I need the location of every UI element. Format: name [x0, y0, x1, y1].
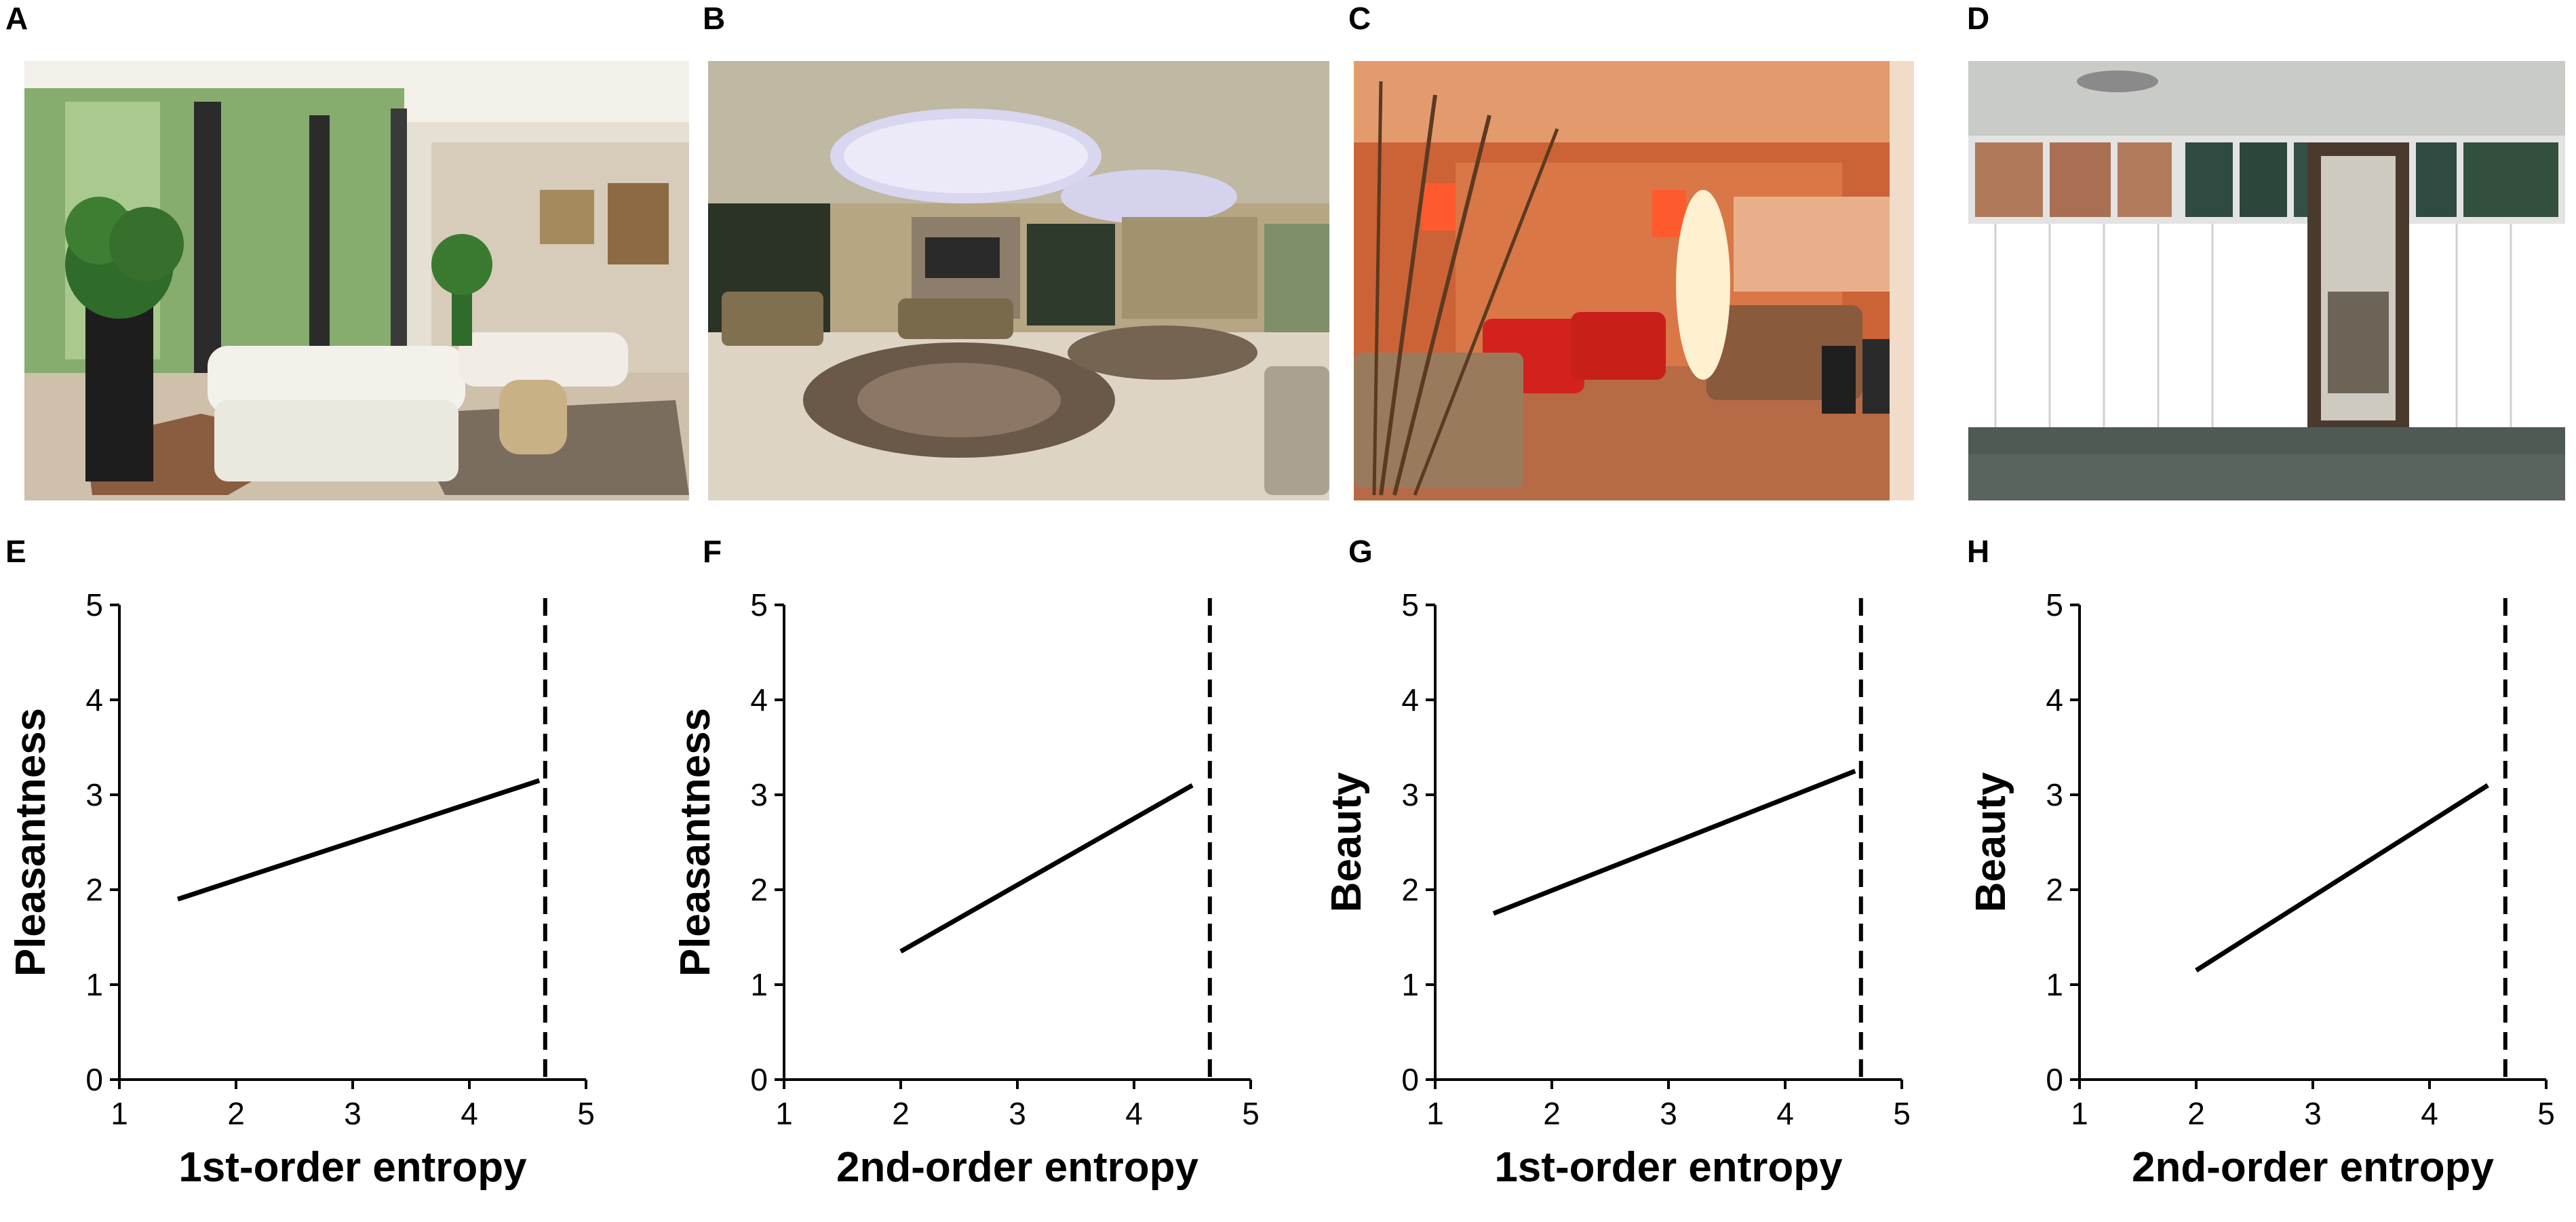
- trend-line-f: [899, 783, 1194, 954]
- panel-label-f: F: [703, 534, 722, 569]
- x-tick-label-g: 1: [1426, 1096, 1444, 1131]
- y-tick-label-f: 5: [750, 587, 768, 623]
- scatter-plot-h: 0 1 2 3 4 5 1 2 3 4 5 2nd-order entropy Beauty: [1960, 583, 2576, 1222]
- x-tick-label-f: 4: [1125, 1096, 1143, 1131]
- x-tick-label-e: 1: [111, 1096, 128, 1131]
- y-axis-title-e: Pleasantness: [7, 708, 54, 977]
- x-tick-label-h: 2: [2187, 1096, 2205, 1131]
- y-axis-title-h: Beauty: [1968, 772, 2014, 912]
- y-tick-label-g: 5: [1401, 587, 1419, 623]
- y-tick-label-e: 4: [85, 682, 103, 717]
- photo-a-living-room: [24, 61, 689, 500]
- x-tick-label-e: 4: [461, 1096, 478, 1131]
- x-tick-label-g: 3: [1660, 1096, 1677, 1131]
- y-tick-label-e: 0: [85, 1062, 103, 1097]
- x-axis-title-g: 1st-order entropy: [1494, 1144, 1843, 1191]
- photo-b-hotel-lobby: [708, 61, 1329, 500]
- y-tick-label-f: 1: [750, 967, 768, 1002]
- y-tick-label-e: 1: [85, 967, 103, 1002]
- x-tick-label-f: 1: [775, 1096, 793, 1131]
- x-tick-label-g: 5: [1893, 1096, 1911, 1131]
- y-tick-label-f: 3: [750, 777, 768, 812]
- panel-label-b: B: [703, 1, 726, 36]
- y-tick-label-g: 2: [1401, 872, 1419, 907]
- x-tick-label-f: 5: [1242, 1096, 1260, 1131]
- y-tick-label-f: 4: [750, 682, 768, 717]
- x-axis-title-e: 1st-order entropy: [178, 1144, 527, 1191]
- y-tick-label-f: 0: [750, 1062, 768, 1097]
- panel-label-h: H: [1967, 534, 1990, 569]
- x-tick-label-f: 3: [1009, 1096, 1026, 1131]
- panel-label-d: D: [1967, 1, 1990, 36]
- x-tick-label-f: 2: [892, 1096, 910, 1131]
- y-tick-label-g: 1: [1401, 967, 1419, 1002]
- y-tick-label-h: 0: [2046, 1062, 2063, 1097]
- y-axis-title-f: Pleasantness: [672, 708, 719, 977]
- y-tick-label-h: 4: [2046, 682, 2063, 717]
- y-tick-label-h: 3: [2046, 777, 2063, 812]
- trend-line-g: [1492, 768, 1856, 916]
- y-axis-title-g: Beauty: [1323, 772, 1370, 912]
- trend-line-h: [2195, 783, 2489, 972]
- x-tick-label-e: 3: [344, 1096, 362, 1131]
- photo-d-empty-room: [1968, 61, 2565, 500]
- y-tick-label-e: 5: [85, 587, 103, 623]
- y-tick-label-h: 5: [2046, 587, 2063, 623]
- x-tick-label-h: 3: [2304, 1096, 2322, 1131]
- y-tick-label-f: 2: [750, 872, 768, 907]
- x-axis-title-f: 2nd-order entropy: [836, 1144, 1198, 1191]
- panel-label-a: A: [5, 1, 28, 36]
- y-tick-label-e: 3: [85, 777, 103, 812]
- y-tick-label-h: 2: [2046, 872, 2063, 907]
- photo-c-red-lounge: [1354, 61, 1914, 500]
- x-tick-label-h: 1: [2071, 1096, 2088, 1131]
- x-tick-label-h: 4: [2421, 1096, 2438, 1131]
- y-tick-label-e: 2: [85, 872, 103, 907]
- y-tick-label-g: 4: [1401, 682, 1419, 717]
- trend-line-e: [176, 778, 541, 902]
- x-tick-label-g: 2: [1543, 1096, 1561, 1131]
- panel-label-e: E: [5, 534, 26, 569]
- y-tick-label-h: 1: [2046, 967, 2063, 1002]
- y-tick-label-g: 3: [1401, 777, 1419, 812]
- x-tick-label-h: 5: [2537, 1096, 2555, 1131]
- panel-label-g: G: [1348, 534, 1373, 569]
- x-tick-label-g: 4: [1776, 1096, 1794, 1131]
- panel-label-c: C: [1348, 1, 1371, 36]
- scatter-plot-f: 0 1 2 3 4 5 1 2 3 4 5 2nd-order entropy Pleasantness: [665, 583, 1275, 1222]
- scatter-plot-e: 0 1 2 3 4 5 1 2 3 4 5 1st-order entropy Pleasantness: [0, 583, 610, 1222]
- x-axis-title-h: 2nd-order entropy: [2132, 1144, 2494, 1191]
- y-tick-label-g: 0: [1401, 1062, 1419, 1097]
- x-tick-label-e: 5: [577, 1096, 595, 1131]
- scatter-plot-g: 0 1 2 3 4 5 1 2 3 4 5 1st-order entropy Beauty: [1316, 583, 1926, 1222]
- x-tick-label-e: 2: [227, 1096, 245, 1131]
